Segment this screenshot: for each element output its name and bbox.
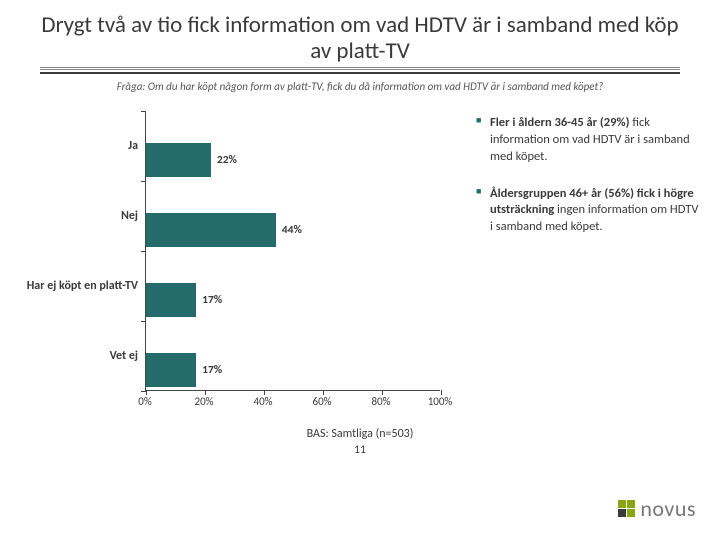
bar-row: 22% (146, 143, 237, 177)
category-label: Nej (121, 209, 138, 223)
base-text: BAS: Samtliga (n=503) (0, 427, 720, 441)
bullet-item: Fler i åldern 36-45 år (29%) fick inform… (476, 115, 700, 166)
x-tick-label: 60% (312, 395, 331, 408)
y-tick (141, 181, 146, 182)
title-rule (40, 67, 680, 74)
plot-area: 22% 44% 17% 17% (145, 111, 440, 391)
bar (146, 213, 276, 247)
bar-row: 17% (146, 283, 222, 317)
logo: novus (618, 495, 696, 522)
page-number: 11 (0, 443, 720, 457)
bar-chart: 22% 44% 17% 17% 0% 20% 40% 60% 80% 100% Ja Nej Har … (10, 97, 470, 427)
bar-value-label: 17% (202, 363, 222, 377)
y-tick (141, 391, 146, 392)
x-tick-label: 0% (138, 395, 151, 408)
bar-value-label: 17% (202, 293, 222, 307)
question-text: Fråga: Om du har köpt någon form av plat… (30, 80, 690, 93)
category-label: Ja (128, 139, 138, 153)
logo-icon (618, 500, 635, 517)
category-label: Vet ej (110, 349, 138, 363)
x-tick-label: 80% (371, 395, 390, 408)
bullet-lead: Fler i åldern 36-45 år (29%) (490, 115, 630, 130)
bullet-item: Åldersgruppen 46+ år (56%) fick i högre … (476, 186, 700, 237)
bullet-list: Fler i åldern 36-45 år (29%) fick inform… (470, 97, 700, 427)
bar (146, 353, 196, 387)
y-tick (141, 111, 146, 112)
bar-row: 44% (146, 213, 302, 247)
page-title: Drygt två av tio fick information om vad… (40, 12, 680, 65)
bar (146, 143, 211, 177)
y-tick (141, 251, 146, 252)
x-tick-label: 40% (253, 395, 272, 408)
bar (146, 283, 196, 317)
bar-row: 17% (146, 353, 222, 387)
logo-text: novus (640, 495, 696, 522)
bar-value-label: 22% (217, 153, 237, 167)
y-tick (141, 321, 146, 322)
category-label: Har ej köpt en platt-TV (27, 279, 138, 293)
x-tick-label: 100% (428, 395, 453, 408)
bar-value-label: 44% (282, 223, 302, 237)
x-tick-label: 20% (194, 395, 213, 408)
